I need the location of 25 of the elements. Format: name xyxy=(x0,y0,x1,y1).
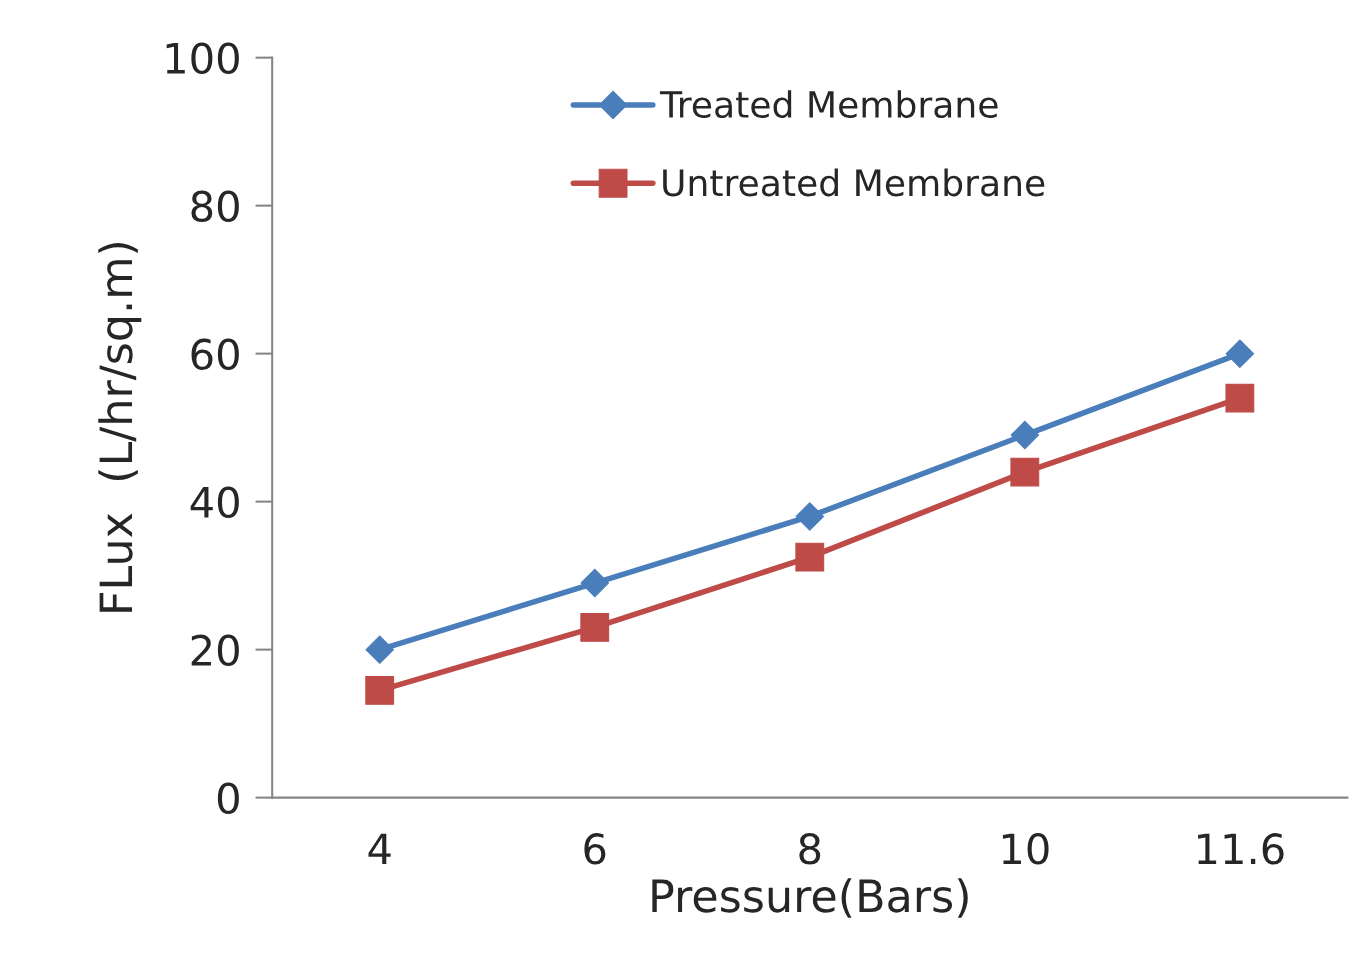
point xyxy=(365,635,394,664)
point xyxy=(580,568,610,598)
point xyxy=(795,502,825,531)
point xyxy=(580,613,610,642)
x-axis-title: Pressure(Bars) xyxy=(652,878,968,918)
x-tick-label: 11.6 xyxy=(1198,833,1284,865)
x-tick-label: 8 xyxy=(799,833,821,865)
point xyxy=(1225,339,1255,368)
point xyxy=(1010,420,1040,450)
y-tick-label: 20 xyxy=(191,634,239,667)
x-tick-label: 10 xyxy=(1002,833,1049,865)
point xyxy=(1225,383,1255,413)
point xyxy=(795,542,825,572)
y-axis-title: FLux (L/hr/sq.m) xyxy=(98,243,142,612)
y-tick-label: 80 xyxy=(191,190,239,223)
legend-label: Treated Membrane xyxy=(659,90,998,119)
legend-label: Untreated Membrane xyxy=(663,168,1045,197)
y-tick-label: 0 xyxy=(217,782,239,815)
y-tick-label: 60 xyxy=(191,338,239,371)
x-tick-label: 6 xyxy=(584,833,606,865)
y-tick-label: 100 xyxy=(166,42,239,75)
y-tick-label: 40 xyxy=(190,486,239,519)
x-tick-label: 4 xyxy=(368,833,391,865)
point xyxy=(1010,457,1040,487)
point xyxy=(365,675,395,705)
